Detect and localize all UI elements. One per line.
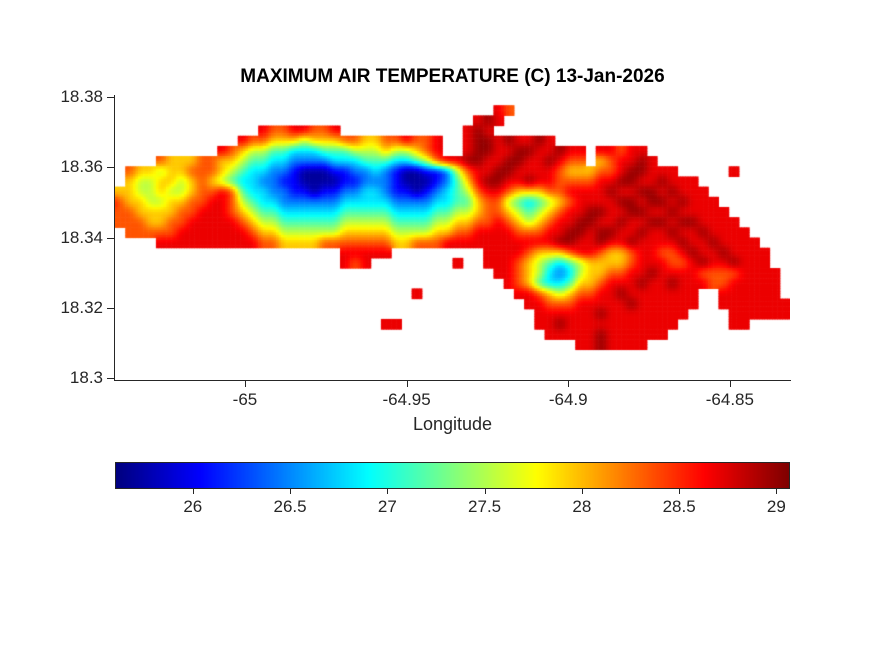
y-tick-mark <box>107 377 114 379</box>
colorbar-tick-mark <box>679 489 681 494</box>
colorbar-tick-mark <box>581 489 583 494</box>
y-tick-label: 18.32 <box>60 297 103 317</box>
y-tick-mark <box>107 97 114 99</box>
y-tick-label: 18.34 <box>60 227 103 247</box>
x-tick-label: -65 <box>232 390 258 409</box>
y-tick-mark <box>107 237 114 239</box>
x-tick-label: -64.85 <box>705 390 754 409</box>
x-axis-ticks: -65 -64.95 -64.9 -64.85 <box>115 381 790 421</box>
colorbar-tick-label: 28 <box>572 497 592 516</box>
colorbar-tick-label: 28.5 <box>662 497 696 516</box>
colorbar-tick-mark <box>776 489 778 494</box>
colorbar-tick-label: 27 <box>377 497 397 516</box>
colorbar <box>115 462 790 489</box>
x-tick-mark <box>729 381 731 387</box>
y-tick-label: 18.38 <box>60 87 103 107</box>
x-tick-label: -64.95 <box>382 390 431 409</box>
heatmap-canvas <box>115 95 790 380</box>
colorbar-ticks: 26 26.5 27 27.5 28 28.5 29 <box>115 489 790 529</box>
y-tick-mark <box>107 307 114 309</box>
colorbar-tick-label: 26.5 <box>273 497 307 516</box>
x-tick-mark <box>406 381 408 387</box>
plot-area <box>115 95 790 380</box>
colorbar-tick-mark <box>484 489 486 494</box>
colorbar-tick-mark <box>387 489 389 494</box>
y-axis-line <box>114 95 115 381</box>
colorbar-canvas <box>116 463 789 488</box>
colorbar-tick-mark <box>192 489 194 494</box>
x-tick-mark <box>568 381 570 387</box>
y-tick-label: 18.3 <box>69 367 103 387</box>
x-axis-label: Longitude <box>412 414 493 434</box>
chart-title: MAXIMUM AIR TEMPERATURE (C) 13-Jan-2026 <box>240 66 665 87</box>
x-axis-line <box>114 380 791 381</box>
colorbar-tick-mark <box>290 489 292 494</box>
x-tick-mark <box>244 381 246 387</box>
colorbar-tick-label: 26 <box>183 497 203 516</box>
y-tick-mark <box>107 167 114 169</box>
x-tick-label: -64.9 <box>548 390 588 409</box>
y-tick-label: 18.36 <box>60 157 103 177</box>
colorbar-tick-label: 27.5 <box>468 497 502 516</box>
colorbar-tick-label: 29 <box>766 497 786 516</box>
